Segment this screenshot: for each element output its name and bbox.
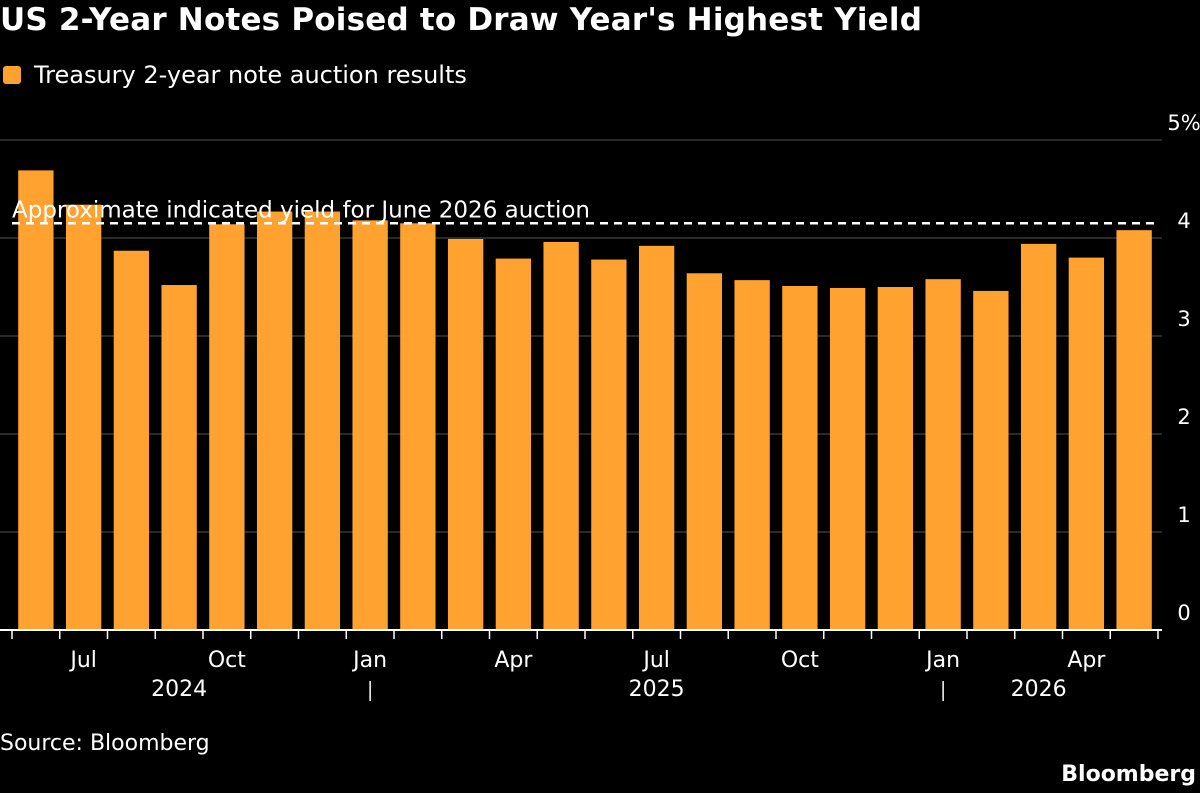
bar — [18, 170, 54, 630]
bar — [543, 241, 579, 631]
x-tick-label: Jul — [68, 648, 97, 673]
year-label: 2026 — [1011, 677, 1067, 702]
legend: Treasury 2-year note auction results — [3, 60, 467, 90]
year-label: 2025 — [629, 677, 685, 702]
bar — [209, 224, 245, 630]
chart-title: US 2-Year Notes Poised to Draw Year's Hi… — [0, 2, 923, 38]
y-tick-label: 3 — [1177, 307, 1190, 331]
bar — [304, 211, 341, 631]
bar — [400, 223, 436, 631]
bar — [161, 285, 197, 630]
bar — [782, 286, 818, 630]
legend-swatch — [3, 66, 21, 84]
bar — [877, 287, 914, 630]
x-tick-label: Jul — [641, 648, 670, 673]
bar — [352, 220, 388, 631]
y-tick-label: 5% — [1167, 111, 1200, 135]
bar — [591, 259, 627, 630]
reference-line-label: Approximate indicated yield for June 202… — [12, 197, 590, 223]
x-tick-label: Jan — [351, 648, 387, 673]
x-tick-label: Apr — [494, 648, 533, 673]
bar — [686, 273, 723, 630]
x-tick-label: Jan — [924, 648, 960, 673]
year-label: 2024 — [151, 677, 207, 702]
y-tick-label: 4 — [1177, 209, 1190, 233]
source-note: Source: Bloomberg — [0, 731, 210, 756]
x-tick-label: Oct — [781, 648, 819, 673]
bar — [638, 245, 675, 630]
bar — [973, 290, 1009, 630]
y-tick-label: 1 — [1177, 503, 1190, 527]
y-tick-label: 0 — [1177, 601, 1190, 625]
bar — [925, 279, 961, 630]
bloomberg-logo: Bloomberg — [1061, 762, 1196, 787]
bar — [734, 280, 770, 630]
x-tick-label: Oct — [208, 648, 246, 673]
bar — [447, 238, 484, 631]
legend-label: Treasury 2-year note auction results — [34, 61, 467, 89]
bar — [495, 258, 532, 630]
bar — [256, 211, 293, 631]
bar — [1068, 257, 1105, 630]
bar — [829, 287, 866, 630]
y-tick-label: 2 — [1177, 405, 1190, 429]
bar — [113, 250, 150, 631]
bar — [65, 204, 102, 630]
x-tick-label: Apr — [1067, 648, 1106, 673]
bar — [1116, 230, 1152, 630]
bar — [1020, 243, 1057, 630]
